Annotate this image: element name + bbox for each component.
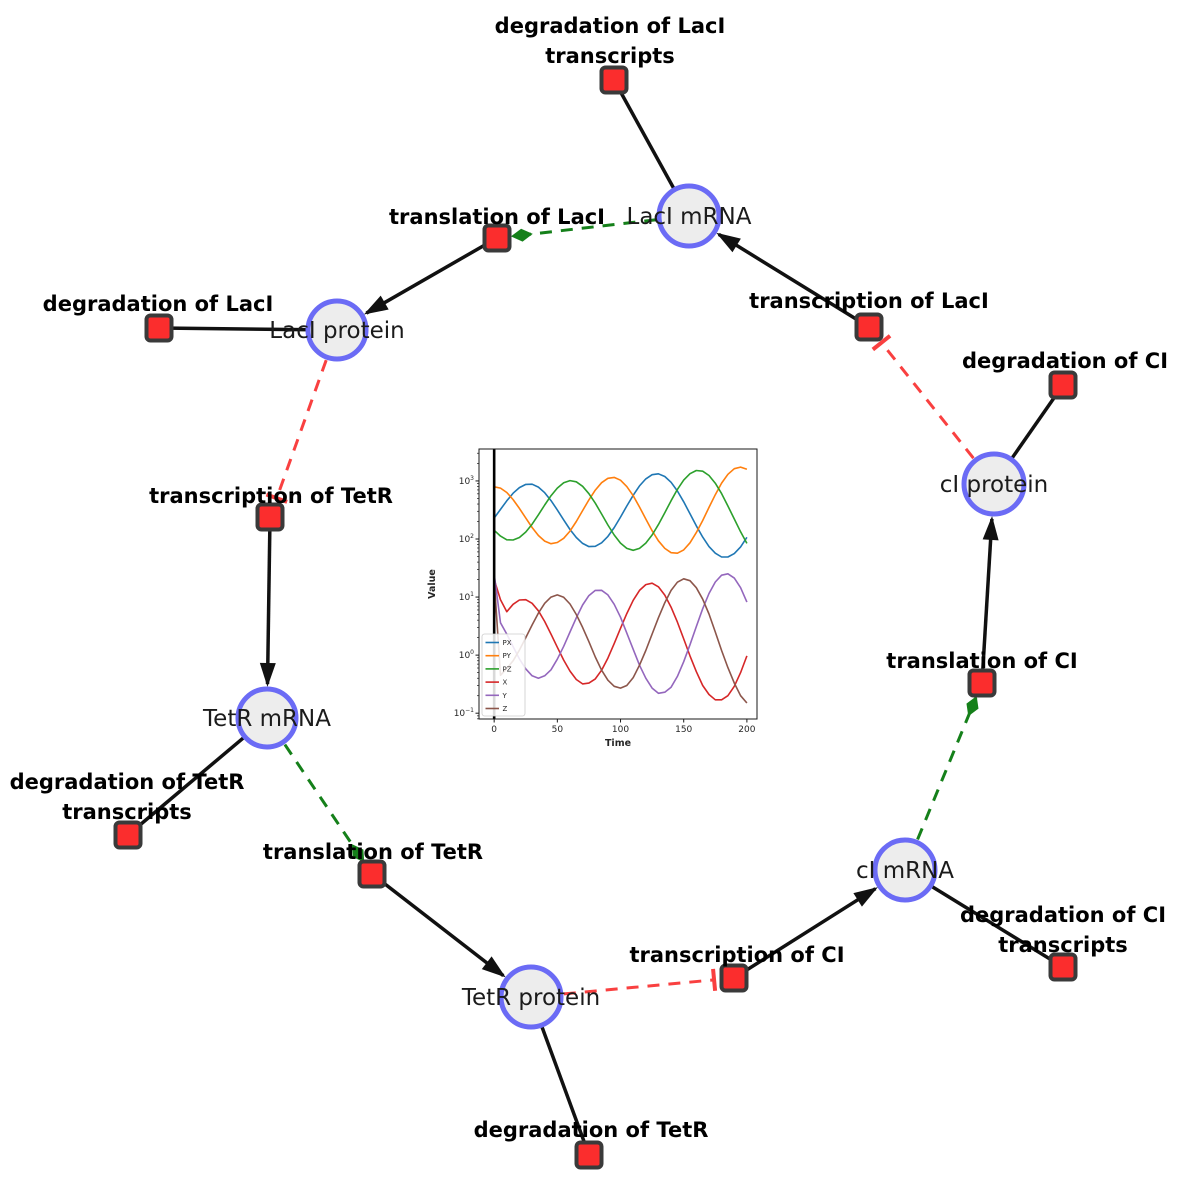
reaction-node-deg_ci[interactable]	[1048, 370, 1078, 400]
y-tick-label-10e-1: 10−1	[454, 707, 474, 719]
reaction-label-deg_laci_tx-line2: transcripts	[545, 44, 675, 68]
reaction-label-trans_tetr: translation of TetR	[263, 840, 483, 864]
inhibition-edge-tetr_protein-to-tx_ci	[563, 968, 718, 996]
legend-label-PX: PX	[503, 639, 512, 647]
reaction-label-deg_ci_tx: degradation of CI	[960, 903, 1166, 927]
axes-frame	[478, 448, 758, 720]
legend-label-PZ: PZ	[503, 665, 512, 673]
y-axis-label: Value	[427, 569, 438, 599]
species-node-laci_mrna[interactable]	[656, 183, 722, 249]
reaction-label-deg_tetr_tx: degradation of TetR	[10, 770, 245, 794]
reaction-label-tx_laci: transcription of LacI	[749, 289, 989, 313]
species-label-ci_mrna: cI mRNA	[856, 858, 954, 884]
inhibition-edge-ci_protein-to-tx_laci	[871, 334, 975, 460]
modifier-edge-laci_mrna-to-trans_laci	[510, 218, 657, 242]
reactions-layer	[113, 65, 1078, 1170]
y-tick-label-10e3: 103	[459, 475, 474, 487]
y-tick-label-10e1: 101	[459, 591, 474, 603]
reaction-node-deg_laci_tx[interactable]	[599, 65, 629, 95]
product-edge-trans_ci-to-ci_protein	[980, 515, 999, 684]
reaction-node-tx_tetr[interactable]	[255, 502, 285, 532]
inhibition-edge-laci_protein-to-tx_tetr	[265, 359, 328, 504]
y-tick-label-10e2: 102	[459, 533, 474, 545]
species-node-tetr_mrna[interactable]	[235, 686, 299, 750]
species-label-tetr_mrna: TetR mRNA	[202, 706, 331, 732]
series-line-X	[493, 579, 748, 701]
species-label-laci_mrna: LacI mRNA	[627, 204, 752, 230]
series-line-PY	[494, 466, 748, 554]
reaction-node-tx_laci[interactable]	[854, 312, 884, 342]
species-layer	[235, 183, 1027, 1030]
legend-label-Y: Y	[502, 692, 508, 700]
reaction-label-deg_tetr_tx-line2: transcripts	[62, 800, 192, 824]
reaction-label-trans_ci: translation of CI	[886, 649, 1077, 673]
species-label-laci_protein: LacI protein	[269, 318, 404, 344]
x-tick-label-150: 150	[675, 725, 692, 735]
reaction-node-deg_tetr_tx[interactable]	[113, 820, 143, 850]
simulation-plot: 0 50 100 150 200 10−1 100 101 102 103 Time Value PX P…	[425, 438, 770, 760]
series-line-PX	[493, 473, 748, 558]
series-line-Z	[493, 578, 748, 704]
reaction-node-trans_ci[interactable]	[967, 668, 997, 698]
product-edge-tx_tetr-to-tetr_mrna	[259, 516, 276, 688]
y-tick-label-10e0: 100	[459, 649, 474, 661]
reaction-label-tx_ci: transcription of CI	[629, 943, 844, 967]
species-label-tetr_protein: TetR protein	[461, 985, 600, 1011]
series-line-PZ	[493, 469, 748, 552]
species-node-tetr_protein[interactable]	[498, 964, 564, 1030]
x-tick-label-200: 200	[738, 725, 755, 735]
labels-layer: degradation of LacI transcripts translatio…	[10, 14, 1168, 1142]
legend-label-Z: Z	[503, 705, 508, 713]
reaction-label-tx_tetr: transcription of TetR	[149, 484, 393, 508]
legend-label-PY: PY	[503, 652, 512, 660]
product-edge-trans_tetr-to-tetr_protein	[370, 872, 506, 978]
product-edge-trans_laci-to-laci_protein	[363, 236, 498, 315]
reaction-label-trans_laci: translation of LacI	[389, 205, 605, 229]
species-label-ci_protein: cI protein	[940, 472, 1049, 498]
x-axis-label: Time	[605, 738, 631, 749]
reaction-node-trans_laci[interactable]	[482, 223, 512, 253]
reaction-node-trans_tetr[interactable]	[357, 859, 387, 889]
reaction-label-deg_laci: degradation of LacI	[43, 292, 274, 316]
reaction-label-deg_ci_tx-line2: transcripts	[998, 933, 1128, 957]
reaction-label-deg_laci_tx: degradation of LacI	[495, 14, 726, 38]
x-tick-label-100: 100	[612, 725, 629, 735]
reaction-node-tx_ci[interactable]	[719, 963, 749, 993]
product-edge-tx_ci-to-ci_mrna	[733, 887, 878, 980]
legend-label-X: X	[503, 679, 508, 687]
modifier-edge-tetr_mrna-to-trans_tetr	[283, 743, 365, 863]
x-tick-label-50: 50	[552, 725, 564, 735]
species-node-ci_mrna[interactable]	[872, 837, 938, 903]
simulation-inset-chart: 0 50 100 150 200 10−1 100 101 102 103 Time Value PX P…	[425, 438, 770, 760]
product-edge-tx_laci-to-laci_mrna	[716, 232, 870, 329]
reaction-node-deg_ci_tx[interactable]	[1048, 952, 1078, 982]
reaction-node-deg_laci[interactable]	[144, 313, 174, 343]
species-node-laci_protein[interactable]	[305, 298, 369, 362]
reaction-node-deg_tetr[interactable]	[574, 1140, 604, 1170]
x-tick-label-0: 0	[491, 725, 497, 735]
modifier-edge-ci_mrna-to-trans_ci	[916, 695, 979, 841]
reaction-label-deg_tetr: degradation of TetR	[474, 1118, 709, 1142]
reaction-label-deg_ci: degradation of CI	[962, 349, 1168, 373]
species-node-ci_protein[interactable]	[961, 451, 1027, 517]
